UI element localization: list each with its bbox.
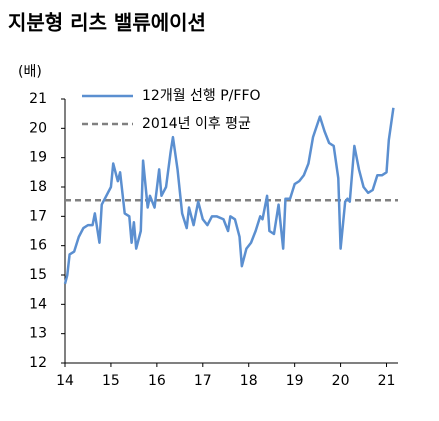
x-tick-label: 16 bbox=[148, 373, 166, 389]
y-tick-label: 14 bbox=[29, 296, 47, 312]
x-tick-label: 15 bbox=[102, 373, 120, 389]
y-tick-label: 18 bbox=[29, 179, 47, 195]
data-line bbox=[63, 107, 395, 285]
y-tick-label: 12 bbox=[29, 355, 47, 371]
x-tick-label: 20 bbox=[332, 373, 350, 389]
y-unit-label: (배) bbox=[18, 64, 42, 80]
x-tick-label: 21 bbox=[378, 373, 396, 389]
y-tick-label: 20 bbox=[29, 120, 47, 136]
y-tick-label: 21 bbox=[29, 91, 47, 107]
x-tick-label: 18 bbox=[240, 373, 258, 389]
x-tick-label: 14 bbox=[56, 373, 74, 389]
legend-label: 2014년 이후 평균 bbox=[142, 116, 251, 132]
legend-label: 12개월 선행 P/FFO bbox=[142, 88, 261, 104]
y-tick-label: 13 bbox=[29, 326, 47, 342]
y-tick-label: 17 bbox=[29, 208, 47, 224]
y-tick-label: 19 bbox=[29, 150, 47, 166]
x-tick-label: 17 bbox=[194, 373, 212, 389]
x-tick-label: 19 bbox=[286, 373, 304, 389]
y-tick-label: 15 bbox=[29, 267, 47, 283]
chart-title: 지분형 리츠 밸류에이션 bbox=[8, 11, 206, 35]
y-tick-label: 16 bbox=[29, 238, 47, 254]
